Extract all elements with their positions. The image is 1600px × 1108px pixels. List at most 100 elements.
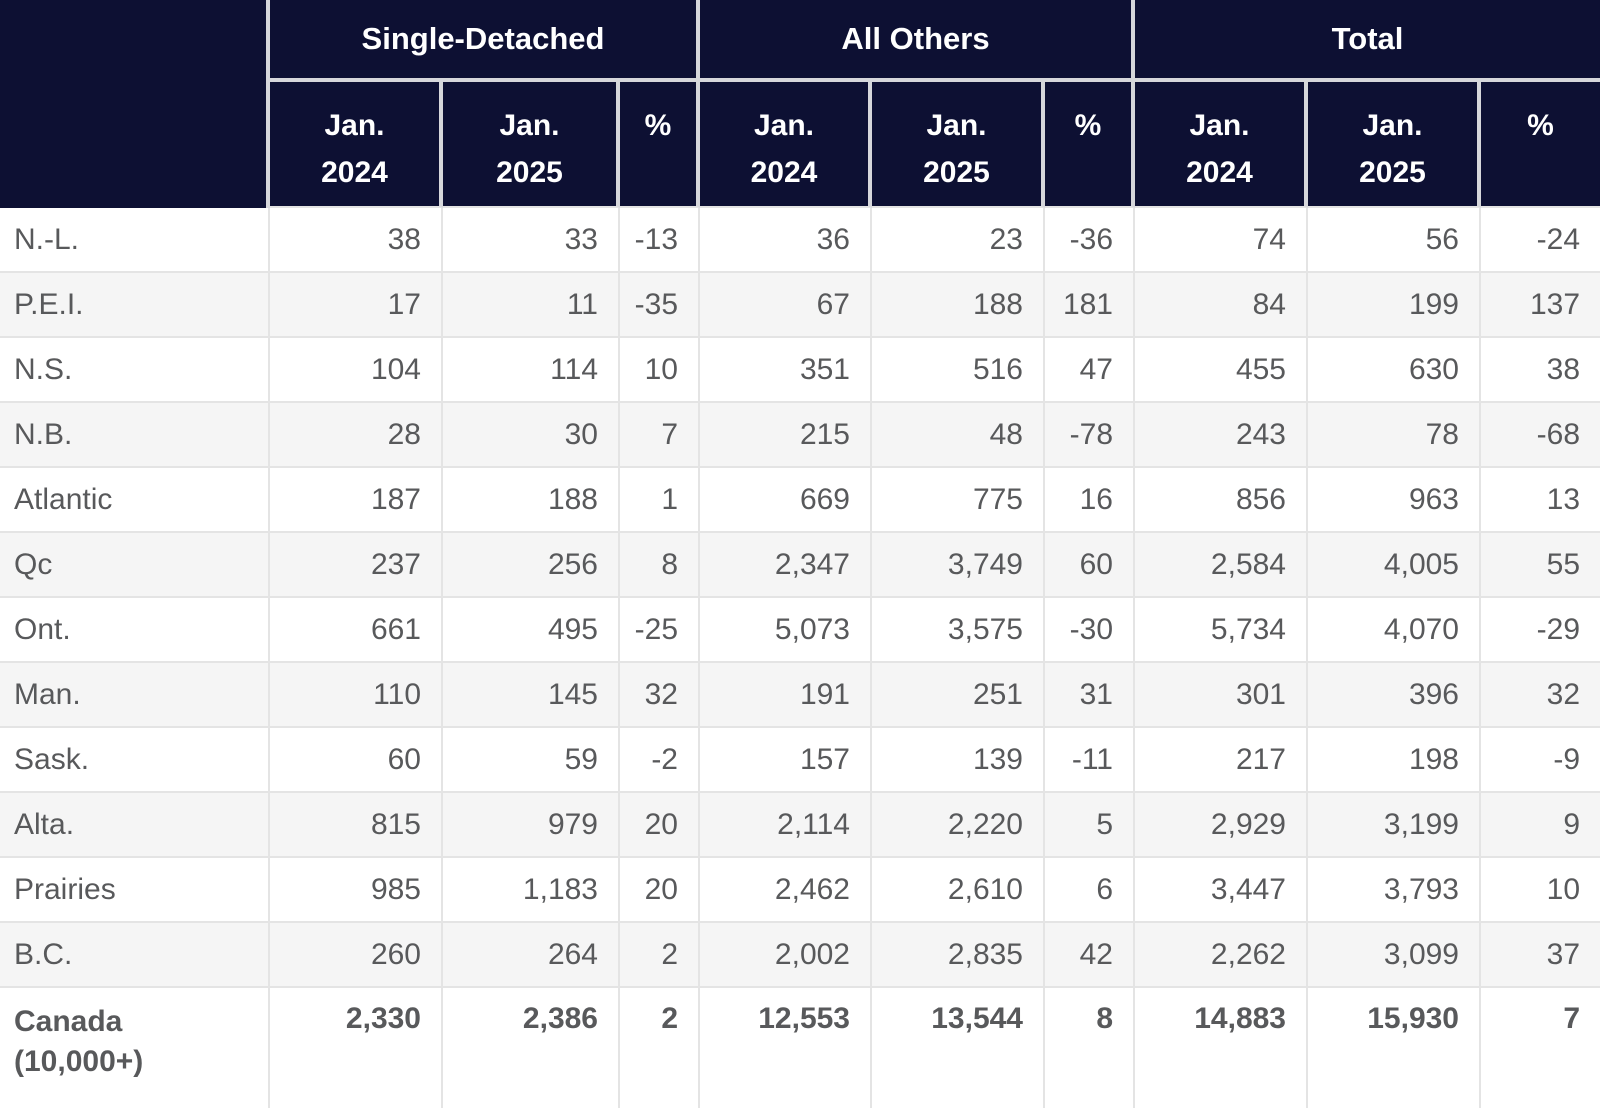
col-header-line: [620, 149, 696, 196]
region-label: Man.: [14, 677, 81, 711]
value-cell: 9: [1481, 793, 1600, 858]
value-cell: 251: [872, 663, 1045, 728]
region-label: N.-L.: [14, 222, 80, 256]
value-cell: 60: [270, 728, 443, 793]
value-cell: -13: [620, 208, 700, 273]
value-cell: 2,330: [270, 988, 443, 1108]
col-header-line: Jan.: [926, 109, 987, 142]
value-cell: 237: [270, 533, 443, 598]
col-header-line: Jan.: [324, 109, 385, 142]
col-header-ao-percent: %: [1045, 82, 1135, 208]
value-cell: 3,199: [1308, 793, 1481, 858]
value-cell: 2,610: [872, 858, 1045, 923]
region-cell: Prairies: [0, 858, 270, 923]
value-cell: 110: [270, 663, 443, 728]
value-cell: 256: [443, 533, 620, 598]
col-header-line: %: [644, 109, 672, 142]
value-cell: 78: [1308, 403, 1481, 468]
col-header-ao-jan-2025: Jan. 2025: [872, 82, 1045, 208]
value-cell: 661: [270, 598, 443, 663]
value-cell: 2: [620, 923, 700, 988]
group-header-all-others: All Others: [700, 0, 1135, 82]
col-header-line: 2024: [1186, 156, 1253, 189]
col-header-line: Jan.: [1362, 109, 1423, 142]
table-row: P.E.I. 17 11 -35 67 188 181 84 199 137: [0, 273, 1600, 338]
value-cell: 2,929: [1135, 793, 1308, 858]
col-header-line: Jan.: [1189, 109, 1250, 142]
value-cell: 188: [872, 273, 1045, 338]
value-cell: 2,114: [700, 793, 872, 858]
value-cell: 775: [872, 468, 1045, 533]
table-row: Man. 110 145 32 191 251 31 301 396 32: [0, 663, 1600, 728]
value-cell: 264: [443, 923, 620, 988]
region-cell: Sask.: [0, 728, 270, 793]
value-cell: 8: [620, 533, 700, 598]
value-cell: 55: [1481, 533, 1600, 598]
value-cell: 28: [270, 403, 443, 468]
value-cell: 4,070: [1308, 598, 1481, 663]
col-header-sd-jan-2024: Jan. 2024: [270, 82, 443, 208]
region-cell: P.E.I.: [0, 273, 270, 338]
value-cell: 7: [1481, 988, 1600, 1108]
table-row: Atlantic 187 188 1 669 775 16 856 963 13: [0, 468, 1600, 533]
value-cell: 20: [620, 858, 700, 923]
value-cell: 3,575: [872, 598, 1045, 663]
value-cell: -30: [1045, 598, 1135, 663]
value-cell: 630: [1308, 338, 1481, 403]
table-header: Single-Detached All Others Total Jan. 20…: [0, 0, 1600, 208]
region-cell: N.B.: [0, 403, 270, 468]
region-label: Qc: [14, 547, 53, 581]
value-cell: 42: [1045, 923, 1135, 988]
value-cell: 215: [700, 403, 872, 468]
region-label: B.C.: [14, 937, 73, 971]
value-cell: 815: [270, 793, 443, 858]
region-cell: N.-L.: [0, 208, 270, 273]
region-cell: B.C.: [0, 923, 270, 988]
value-cell: 114: [443, 338, 620, 403]
value-cell: -24: [1481, 208, 1600, 273]
value-cell: 14,883: [1135, 988, 1308, 1108]
region-cell: Canada (10,000+): [0, 988, 270, 1108]
value-cell: 187: [270, 468, 443, 533]
value-cell: 104: [270, 338, 443, 403]
value-cell: -35: [620, 273, 700, 338]
col-header-total-percent: %: [1481, 82, 1600, 208]
value-cell: 145: [443, 663, 620, 728]
col-header-line: [1045, 149, 1131, 196]
value-cell: 198: [1308, 728, 1481, 793]
value-cell: 7: [620, 403, 700, 468]
table-row: N.S. 104 114 10 351 516 47 455 630 38: [0, 338, 1600, 403]
region-label: N.S.: [14, 352, 73, 386]
value-cell: 985: [270, 858, 443, 923]
value-cell: 67: [700, 273, 872, 338]
value-cell: -68: [1481, 403, 1600, 468]
value-cell: 1,183: [443, 858, 620, 923]
value-cell: 188: [443, 468, 620, 533]
value-cell: 5: [1045, 793, 1135, 858]
region-label: Ont.: [14, 612, 71, 646]
value-cell: -9: [1481, 728, 1600, 793]
region-label: (10,000+): [14, 1045, 144, 1078]
value-cell: 191: [700, 663, 872, 728]
group-header-single-detached: Single-Detached: [270, 0, 700, 82]
value-cell: 2,584: [1135, 533, 1308, 598]
col-header-total-jan-2024: Jan. 2024: [1135, 82, 1308, 208]
value-cell: 47: [1045, 338, 1135, 403]
table-row: Prairies 985 1,183 20 2,462 2,610 6 3,447 3,793 1…: [0, 858, 1600, 923]
col-header-line: %: [1074, 109, 1102, 142]
region-label: P.E.I.: [14, 287, 84, 321]
region-label: Prairies: [14, 872, 116, 906]
value-cell: 30: [443, 403, 620, 468]
value-cell: 243: [1135, 403, 1308, 468]
value-cell: 2,002: [700, 923, 872, 988]
table-row: Qc 237 256 8 2,347 3,749 60 2,584 4,005 55: [0, 533, 1600, 598]
col-header-line: %: [1527, 109, 1554, 142]
value-cell: 15,930: [1308, 988, 1481, 1108]
corner-cell: [0, 0, 270, 208]
col-header-line: 2024: [750, 156, 818, 189]
col-header-line: 2024: [321, 156, 388, 189]
value-cell: 20: [620, 793, 700, 858]
value-cell: 199: [1308, 273, 1481, 338]
col-header-line: Jan.: [499, 109, 560, 142]
value-cell: 455: [1135, 338, 1308, 403]
